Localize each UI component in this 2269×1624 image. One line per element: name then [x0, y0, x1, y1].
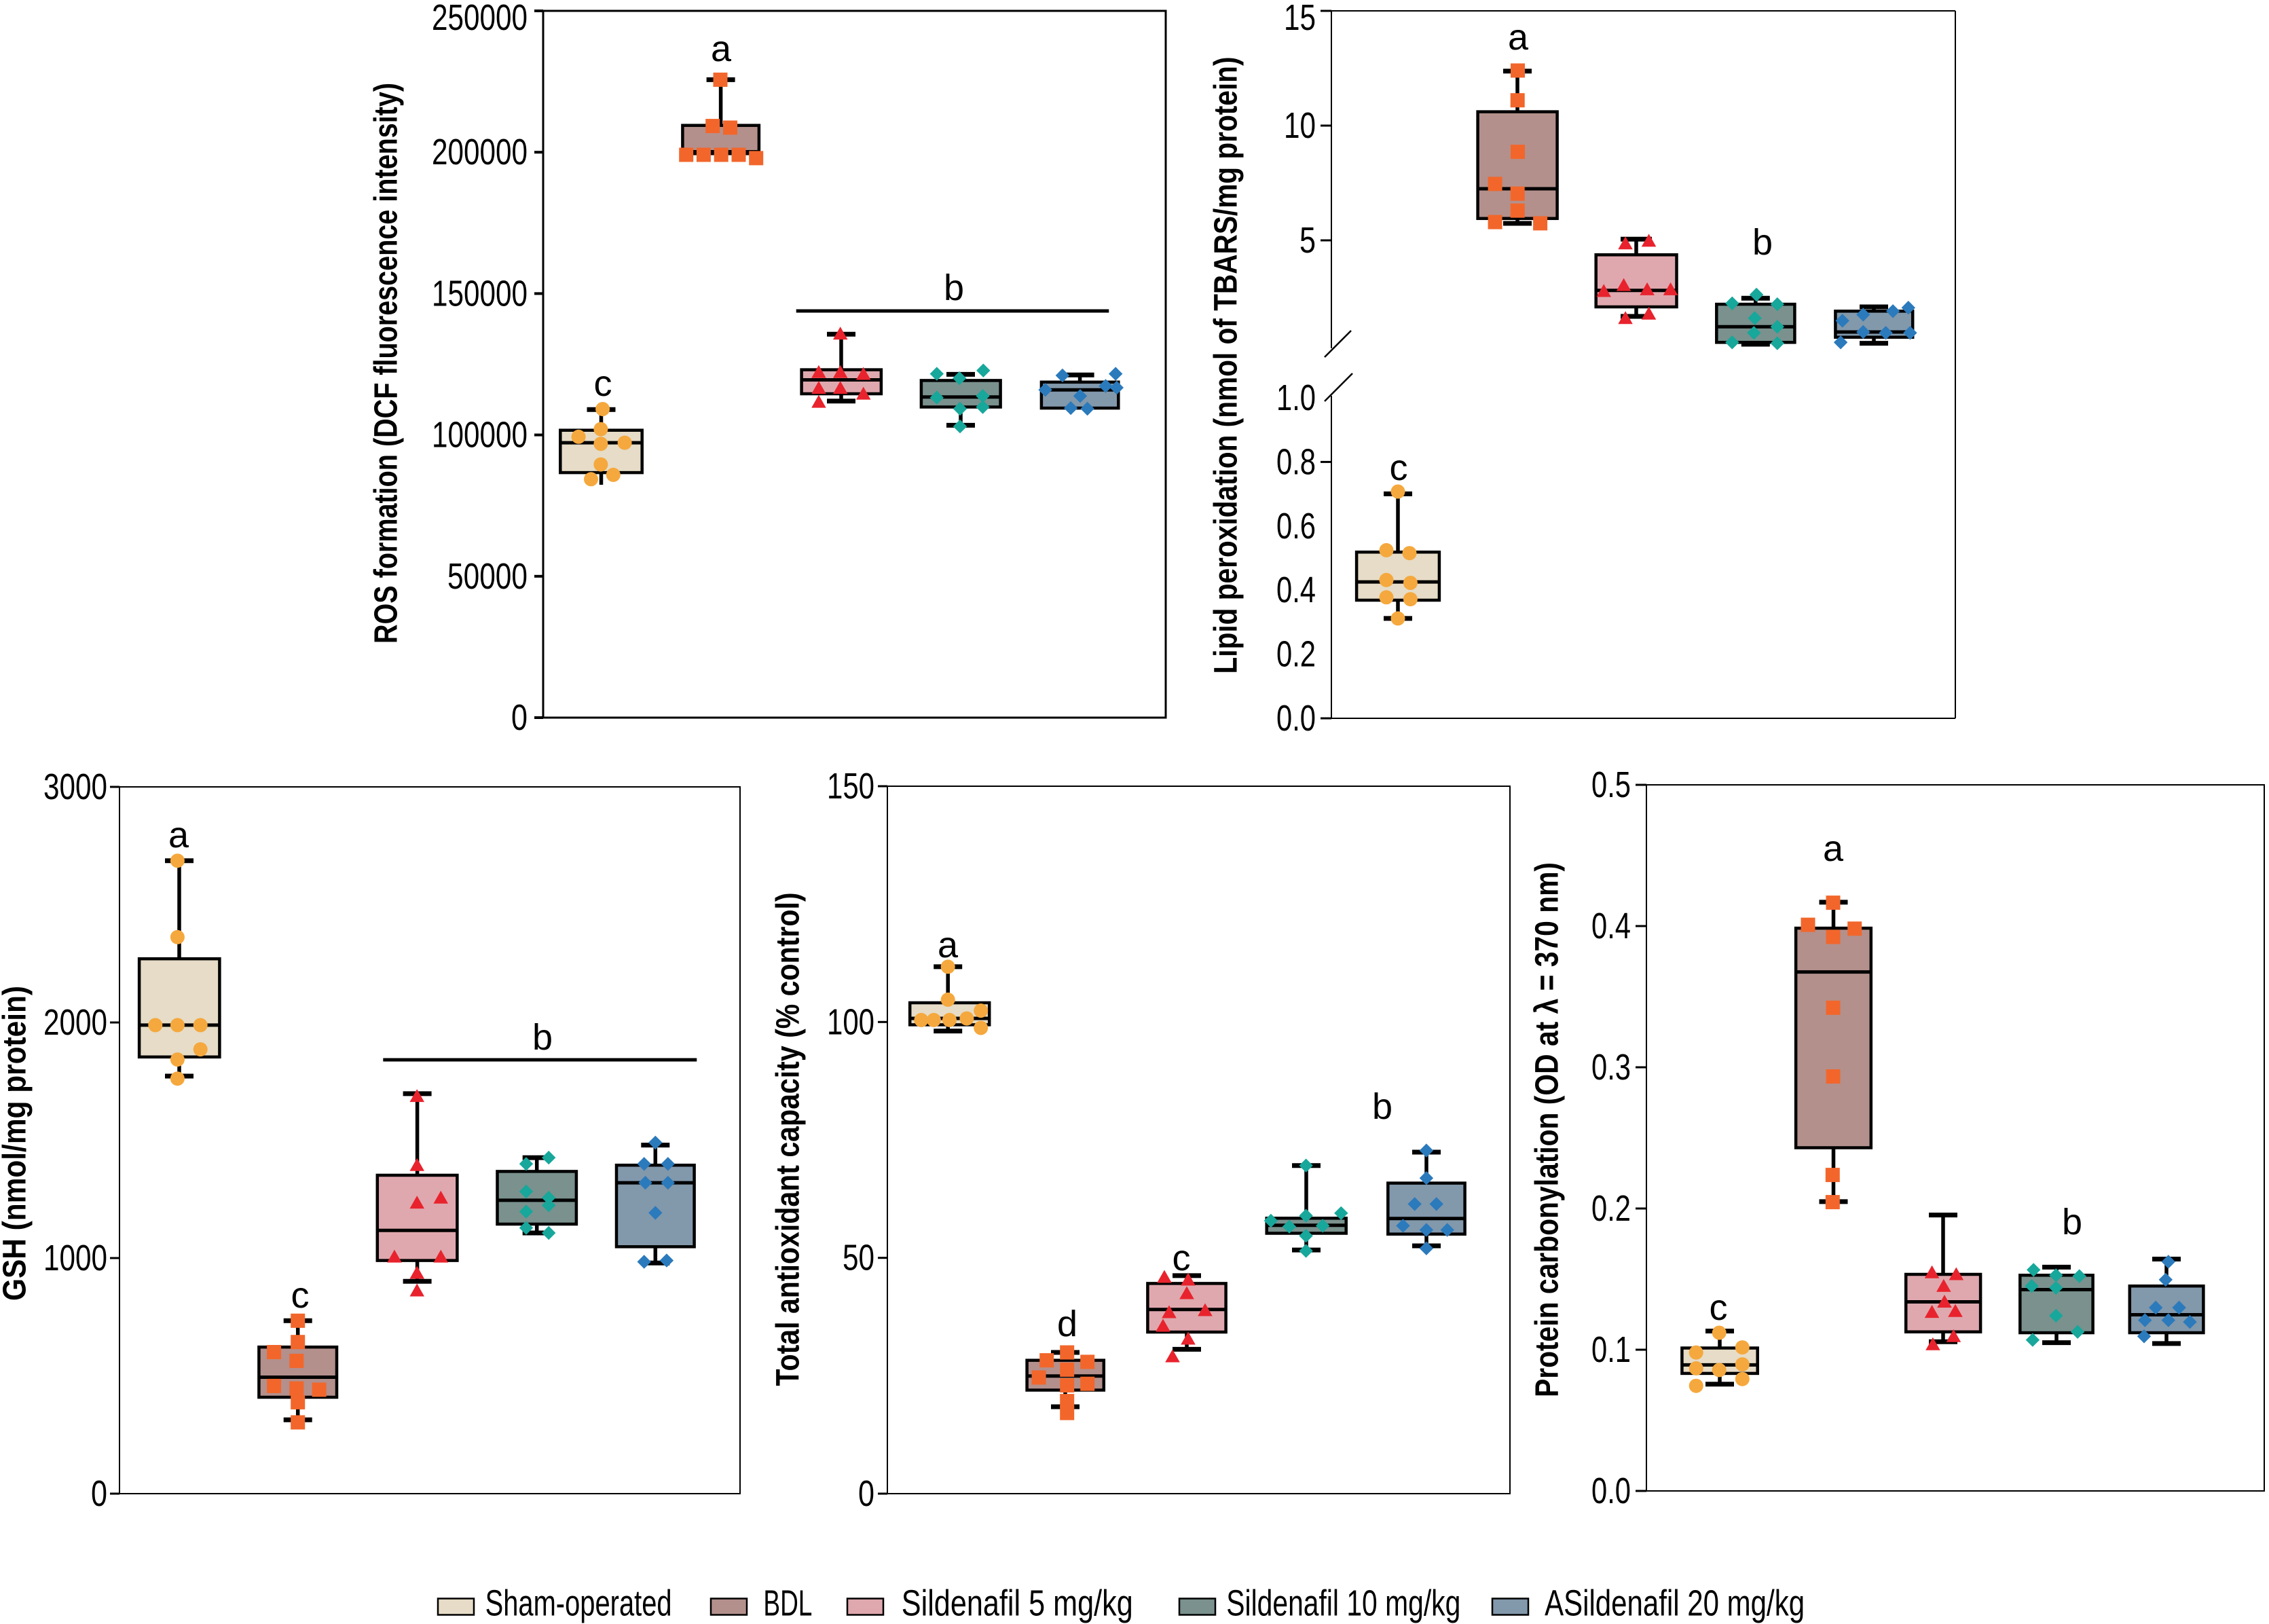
svg-text:0.1: 0.1 — [1591, 1329, 1631, 1370]
svg-text:b: b — [1372, 1086, 1392, 1127]
svg-text:b: b — [532, 1017, 553, 1058]
svg-text:15: 15 — [1284, 0, 1316, 38]
svg-text:d: d — [1057, 1304, 1077, 1344]
svg-text:1.0: 1.0 — [1276, 377, 1316, 418]
svg-text:c: c — [1710, 1287, 1728, 1328]
svg-text:a: a — [168, 815, 189, 855]
svg-text:b: b — [1752, 222, 1773, 263]
svg-text:a: a — [1823, 828, 1844, 869]
svg-text:0.3: 0.3 — [1591, 1047, 1631, 1088]
svg-text:BDL: BDL — [763, 1583, 812, 1624]
svg-text:0.6: 0.6 — [1276, 506, 1316, 547]
svg-text:100: 100 — [827, 1001, 874, 1042]
svg-text:0.0: 0.0 — [1591, 1471, 1631, 1511]
svg-text:1000: 1000 — [43, 1238, 107, 1278]
svg-text:0.2: 0.2 — [1276, 634, 1316, 675]
svg-text:Total antioxidant capacity (%: Total antioxidant capacity (% control) — [771, 893, 807, 1386]
svg-text:a: a — [1508, 17, 1529, 58]
svg-text:c: c — [1390, 447, 1408, 488]
svg-text:Protein carbonylation (OD at λ: Protein carbonylation (OD at λ = 370 nm) — [1530, 862, 1566, 1397]
svg-text:150000: 150000 — [432, 273, 528, 314]
svg-text:10: 10 — [1284, 105, 1316, 146]
svg-text:200000: 200000 — [432, 132, 528, 172]
svg-text:0.5: 0.5 — [1591, 764, 1631, 805]
svg-text:0.0: 0.0 — [1276, 698, 1316, 739]
svg-text:0: 0 — [858, 1473, 874, 1514]
svg-text:ROS formation (DCF fluorescenc: ROS formation (DCF fluorescence intensit… — [369, 83, 405, 644]
svg-text:0.4: 0.4 — [1591, 906, 1631, 946]
svg-text:0.8: 0.8 — [1276, 441, 1316, 482]
svg-text:0.2: 0.2 — [1591, 1188, 1631, 1229]
svg-text:ASildenafil 20 mg/kg: ASildenafil 20 mg/kg — [1545, 1583, 1805, 1624]
svg-text:150: 150 — [827, 766, 874, 807]
svg-text:100000: 100000 — [432, 415, 528, 456]
svg-text:5: 5 — [1299, 220, 1316, 261]
svg-text:50000: 50000 — [447, 556, 528, 597]
svg-text:0: 0 — [511, 697, 528, 738]
svg-text:3000: 3000 — [43, 767, 107, 807]
svg-text:Sham-operated: Sham-operated — [485, 1583, 672, 1624]
svg-text:b: b — [944, 267, 964, 308]
svg-text:0: 0 — [91, 1473, 107, 1514]
svg-text:Sildenafil 10 mg/kg: Sildenafil 10 mg/kg — [1226, 1583, 1460, 1624]
svg-text:a: a — [938, 925, 959, 965]
svg-text:b: b — [2062, 1202, 2082, 1242]
svg-text:a: a — [711, 29, 732, 69]
svg-text:c: c — [291, 1275, 310, 1316]
svg-text:50: 50 — [843, 1238, 874, 1278]
svg-text:GSH (nmol/mg protein): GSH (nmol/mg protein) — [0, 986, 33, 1301]
svg-text:c: c — [1173, 1238, 1191, 1278]
svg-text:Sildenafil 5 mg/kg: Sildenafil 5 mg/kg — [902, 1583, 1133, 1624]
svg-text:c: c — [594, 363, 612, 404]
svg-text:Lipid peroxidation (nmol of TB: Lipid peroxidation (nmol of TBARS/mg pro… — [1209, 57, 1244, 674]
svg-text:0.4: 0.4 — [1276, 570, 1316, 610]
svg-text:2000: 2000 — [43, 1002, 107, 1043]
svg-text:250000: 250000 — [432, 0, 528, 38]
